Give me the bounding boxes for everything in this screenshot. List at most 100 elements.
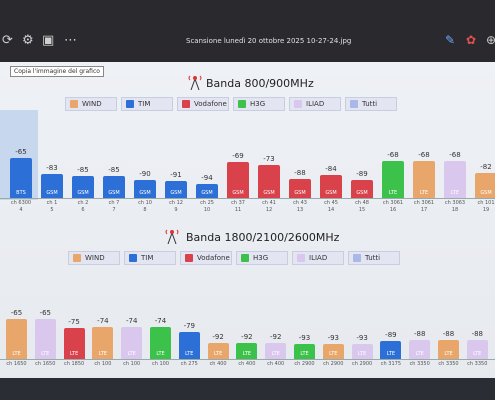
signal-bar[interactable]: LTE xyxy=(6,319,27,359)
bar-tech-tag: LTE xyxy=(156,350,165,357)
bar-channel-label: ch 3350 xyxy=(467,361,488,367)
signal-bar[interactable]: LTE xyxy=(236,343,258,359)
signal-bar[interactable]: LTE xyxy=(466,339,488,359)
signal-bar[interactable]: GSM xyxy=(41,174,63,198)
bar-column[interactable]: GSM xyxy=(258,165,280,198)
antenna-icon xyxy=(188,75,202,90)
bar-index-label: 19 xyxy=(482,207,490,213)
bar-channel-label: ch 1650 xyxy=(6,361,27,367)
signal-bar[interactable]: GSM xyxy=(258,165,280,198)
bar-column[interactable]: LTE xyxy=(382,161,404,198)
bar-column[interactable]: LTE xyxy=(409,339,431,359)
signal-bar[interactable]: LTE xyxy=(413,161,435,198)
signal-bar[interactable]: LTE xyxy=(92,327,114,359)
legend-item-tim[interactable]: TIM xyxy=(124,251,176,265)
bar-column[interactable]: GSM xyxy=(103,176,125,198)
more-icon[interactable]: ⋯ xyxy=(64,33,77,48)
bar-column[interactable]: LTE xyxy=(6,319,27,359)
signal-bar[interactable]: GSM xyxy=(227,161,249,198)
signal-bar[interactable]: LTE xyxy=(322,344,344,359)
signal-bar[interactable]: GSM xyxy=(134,180,156,198)
crop-icon[interactable]: ▣ xyxy=(42,33,55,48)
band1-title: Banda 800/900MHz xyxy=(206,77,314,90)
signal-bar[interactable]: GSM xyxy=(196,183,218,198)
settings-icon[interactable]: ⚙ xyxy=(22,33,34,48)
bar-index-label: 12 xyxy=(265,207,273,213)
signal-bar[interactable]: LTE xyxy=(351,344,373,359)
signal-bar[interactable]: LTE xyxy=(178,331,200,359)
legend-item-tim[interactable]: TIM xyxy=(121,97,173,111)
bar-channel-label: ch 100 xyxy=(123,361,141,367)
legend-item-wind[interactable]: WIND xyxy=(65,97,117,111)
legend-swatch xyxy=(294,100,302,108)
share-icon[interactable]: ✿ xyxy=(466,33,477,47)
bar-value-label: -88 xyxy=(294,168,306,177)
bar-column[interactable]: LTE xyxy=(92,327,114,359)
bar-column[interactable]: LTE xyxy=(444,161,466,198)
bar-column[interactable]: GSM xyxy=(134,180,156,198)
bar-channel-label: ch 400 xyxy=(238,361,256,367)
signal-bar[interactable]: GSM xyxy=(320,175,342,198)
bar-column[interactable]: LTE xyxy=(351,344,373,359)
signal-bar[interactable]: BTS xyxy=(10,158,32,198)
signal-bar[interactable]: LTE xyxy=(121,327,143,359)
signal-bar[interactable]: GSM xyxy=(103,176,125,198)
bar-column[interactable]: GSM xyxy=(351,179,373,198)
bar-column[interactable]: GSM xyxy=(475,173,495,198)
legend-item-iliad[interactable]: ILIAD xyxy=(289,97,341,111)
signal-bar[interactable]: LTE xyxy=(444,161,466,198)
signal-bar[interactable]: GSM xyxy=(351,179,373,198)
bar-column[interactable]: LTE xyxy=(294,344,315,359)
bar-tech-tag: GSM xyxy=(263,189,275,196)
signal-bar[interactable]: LTE xyxy=(438,339,459,359)
bar-column[interactable]: LTE xyxy=(265,343,287,359)
legend-item-tutti[interactable]: Tutti xyxy=(345,97,397,111)
signal-bar[interactable]: LTE xyxy=(380,340,402,359)
bar-column[interactable]: LTE xyxy=(34,319,56,359)
bar-value-label: -94 xyxy=(201,173,213,182)
signal-bar[interactable]: GSM xyxy=(475,173,495,198)
legend-item-h3g[interactable]: H3G xyxy=(236,251,288,265)
signal-bar[interactable]: LTE xyxy=(294,344,315,359)
bar-column[interactable]: GSM xyxy=(289,178,311,198)
legend-item-h3g[interactable]: H3G xyxy=(233,97,285,111)
bar-column[interactable]: GSM xyxy=(227,161,249,198)
overflow-icon[interactable]: ⊕ xyxy=(486,33,495,47)
bar-column[interactable]: BTS xyxy=(10,158,32,198)
refresh-icon[interactable]: ⟳ xyxy=(2,33,13,48)
bar-column[interactable]: GSM xyxy=(41,174,63,198)
bar-column[interactable]: LTE xyxy=(466,339,488,359)
signal-bar[interactable]: GSM xyxy=(72,176,94,198)
legend-item-vodafone[interactable]: Vodafone xyxy=(177,97,229,111)
bar-column[interactable]: LTE xyxy=(380,340,402,359)
signal-bar[interactable]: LTE xyxy=(150,327,171,359)
window-titlebar: ⟳ ⚙ ▣ ⋯ Scansione lunedì 20 ottobre 2025… xyxy=(0,0,495,62)
legend-item-tutti[interactable]: Tutti xyxy=(348,251,400,265)
bar-column[interactable]: LTE xyxy=(322,344,344,359)
signal-bar[interactable]: LTE xyxy=(409,339,431,359)
bar-index-label: 7 xyxy=(112,207,116,213)
bar-column[interactable]: LTE xyxy=(178,331,200,359)
bar-column[interactable]: GSM xyxy=(72,176,94,198)
bar-column[interactable]: GSM xyxy=(196,183,218,198)
signal-bar[interactable]: LTE xyxy=(207,343,229,359)
legend-item-wind[interactable]: WIND xyxy=(68,251,120,265)
bar-column[interactable]: GSM xyxy=(320,175,342,198)
signal-bar[interactable]: LTE xyxy=(382,161,404,198)
bar-column[interactable]: LTE xyxy=(150,327,171,359)
signal-bar[interactable]: LTE xyxy=(34,319,56,359)
bar-column[interactable]: LTE xyxy=(207,343,229,359)
bar-column[interactable]: GSM xyxy=(165,181,187,198)
legend-item-vodafone[interactable]: Vodafone xyxy=(180,251,232,265)
pen-icon[interactable]: ✎ xyxy=(445,33,456,47)
signal-bar[interactable]: LTE xyxy=(63,328,85,359)
signal-bar[interactable]: GSM xyxy=(165,181,187,198)
bar-column[interactable]: LTE xyxy=(413,161,435,198)
signal-bar[interactable]: LTE xyxy=(265,343,287,359)
bar-column[interactable]: LTE xyxy=(121,327,143,359)
signal-bar[interactable]: GSM xyxy=(289,178,311,198)
legend-item-iliad[interactable]: ILIAD xyxy=(292,251,344,265)
bar-column[interactable]: LTE xyxy=(438,339,459,359)
bar-column[interactable]: LTE xyxy=(63,328,85,359)
bar-column[interactable]: LTE xyxy=(236,343,258,359)
